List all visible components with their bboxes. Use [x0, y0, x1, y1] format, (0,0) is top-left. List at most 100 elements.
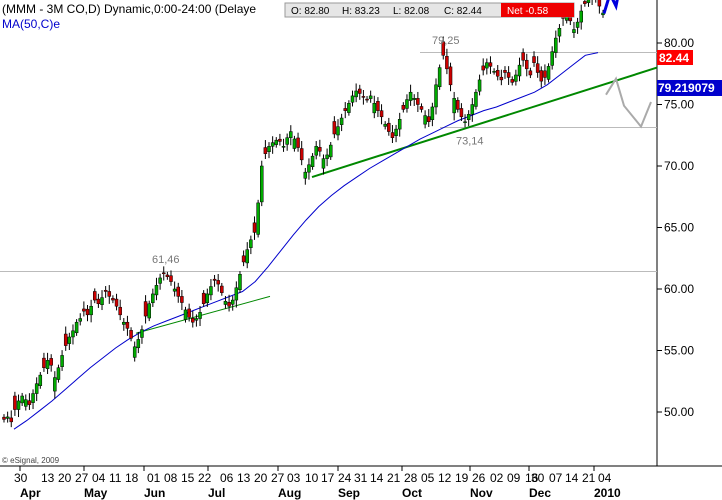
x-day-label: 08 — [164, 471, 178, 485]
x-day-label: 27 — [75, 471, 89, 485]
candle-down — [532, 56, 536, 63]
x-day-label: 04 — [598, 471, 612, 485]
x-month-label: Nov — [470, 486, 493, 500]
y-tick-label: 75.00 — [664, 98, 694, 112]
candle-up — [292, 138, 297, 149]
candle-down — [401, 104, 406, 110]
candle-up — [45, 360, 50, 369]
candle-down — [459, 108, 464, 118]
x-month-label: Jun — [144, 486, 165, 500]
level-lines — [0, 52, 657, 272]
candle-up — [303, 171, 308, 179]
candle-up — [67, 336, 72, 344]
candles[interactable] — [2, 0, 605, 428]
candle-down — [191, 318, 195, 323]
candle-up — [183, 309, 188, 320]
candle-up — [230, 299, 235, 305]
candle-down — [525, 59, 529, 70]
x-day-label: 28 — [404, 471, 418, 485]
candle-up — [347, 103, 351, 113]
candle-up — [325, 154, 329, 159]
candle-up — [394, 128, 398, 136]
candle-up — [147, 303, 151, 319]
x-day-label: 27 — [271, 471, 285, 485]
candle-up — [289, 131, 293, 138]
candle-up — [24, 399, 28, 407]
candle-down — [456, 100, 460, 110]
candle-down — [488, 62, 493, 67]
candle-up — [554, 37, 558, 53]
candle-up — [383, 123, 387, 127]
candle-up — [572, 29, 576, 33]
candle-down — [118, 306, 122, 316]
candle-down — [343, 108, 347, 111]
candle-up — [31, 393, 35, 403]
candle-up — [307, 164, 311, 173]
x-day-label: 14 — [565, 471, 579, 485]
copyright-text: © eSignal, 2009 — [2, 456, 60, 465]
candle-up — [328, 144, 333, 158]
candle-up — [122, 321, 126, 325]
x-month-label: 2010 — [594, 486, 621, 500]
candle-up — [350, 95, 355, 103]
x-month-label: Sep — [338, 486, 360, 500]
x-day-label: 10 — [305, 471, 319, 485]
net-change-value: Net -0.58 — [507, 6, 549, 17]
ma-indicator-label: MA(50,C)e — [2, 17, 60, 31]
x-day-label: 20 — [254, 471, 268, 485]
candle-down — [481, 65, 485, 71]
candle-down — [361, 96, 366, 98]
y-tick-label: 80.00 — [664, 36, 694, 50]
candle-up — [274, 139, 279, 145]
candle-down — [13, 395, 17, 410]
candle-up — [397, 119, 402, 130]
candle-down — [426, 116, 431, 122]
level-labels: 79,25 73,14 61,46 — [152, 35, 484, 266]
candle-up — [154, 285, 159, 296]
x-day-label: 14 — [370, 471, 384, 485]
candle-up — [557, 27, 562, 37]
candle-up — [579, 10, 583, 23]
candle-down — [597, 0, 602, 7]
ma-value-badge — [657, 80, 722, 96]
candle-up — [16, 400, 21, 410]
candle-up — [136, 339, 141, 349]
candle-down — [176, 286, 181, 297]
y-tick-label: 60.00 — [664, 282, 694, 296]
candle-down — [143, 301, 148, 317]
candle-down — [2, 416, 6, 420]
candle-up — [517, 64, 522, 77]
candle-up — [321, 158, 326, 169]
candle-up — [56, 367, 61, 380]
x-day-label: 09 — [507, 471, 521, 485]
candle-down — [387, 122, 391, 132]
x-day-label: 04 — [92, 471, 106, 485]
chart-title: (MMM - 3M CO,D) Dynamic,0:00-24:00 (Dela… — [2, 2, 256, 16]
candle-down — [499, 76, 504, 81]
time-axis: 30 13 20 27 04 11 18 01 08 15 22 06 13 20 27 03 10 17 24 31… — [14, 466, 621, 500]
candle-down — [419, 106, 424, 110]
x-day-label: 12 — [438, 471, 452, 485]
net-change-box — [501, 3, 574, 17]
candle-up — [140, 329, 144, 338]
candle-up — [209, 286, 213, 296]
candle-up — [158, 277, 162, 284]
candle-down — [543, 70, 547, 78]
candle-down — [111, 298, 115, 301]
candle-up — [238, 273, 242, 290]
trend-line — [135, 295, 271, 334]
y-tick-label: 65.00 — [664, 221, 694, 235]
candle-up — [452, 98, 456, 114]
candle-up — [310, 155, 315, 167]
x-day-label: 11 — [109, 471, 122, 485]
candle-down — [445, 56, 449, 70]
candle-down — [107, 291, 112, 297]
candle-down — [441, 41, 446, 56]
last-price-value: 82.44 — [659, 51, 689, 65]
level-label: 73,14 — [456, 135, 484, 147]
candle-up — [223, 301, 228, 305]
candle-up — [514, 74, 518, 82]
candle-up — [434, 84, 438, 108]
x-day-label: 17 — [321, 471, 335, 485]
